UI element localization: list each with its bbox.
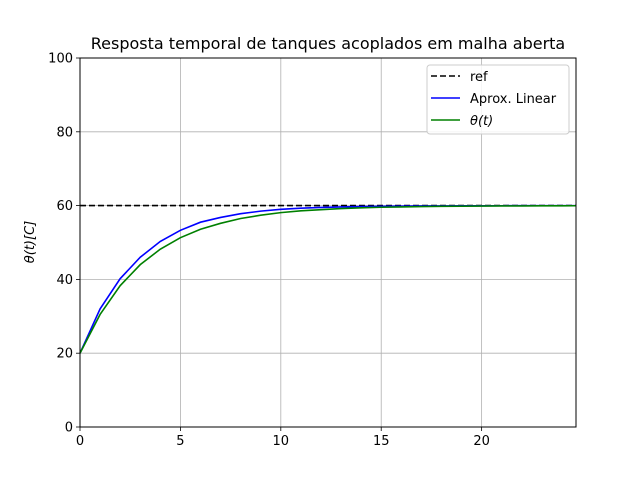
y-tick-label: 80 — [56, 125, 73, 140]
series-group — [79, 204, 577, 354]
legend-label: ref — [470, 70, 488, 85]
x-tick-label: 20 — [473, 434, 490, 449]
series-line-2 — [79, 204, 577, 354]
plot-area-frame — [79, 57, 577, 428]
legend-box — [426, 64, 570, 135]
legend: ref Aprox. Linear θ(t) — [426, 64, 570, 135]
y-tick-label: 20 — [56, 347, 73, 362]
x-tick-label: 10 — [273, 434, 290, 449]
y-axis-label: θ(t)[C] — [23, 221, 38, 263]
y-axis: 0 20 40 60 80 100 — [48, 52, 80, 436]
y-tick-label: 0 — [65, 421, 73, 436]
legend-label: Aprox. Linear — [470, 92, 557, 107]
legend-label: θ(t) — [470, 114, 493, 129]
x-tick-label: 5 — [176, 434, 184, 449]
y-tick-label: 60 — [56, 199, 73, 214]
y-tick-label: 40 — [56, 273, 73, 288]
x-tick-label: 0 — [76, 434, 84, 449]
x-axis: 0 5 10 15 20 — [76, 427, 490, 449]
chart-title: Resposta temporal de tanques acoplados e… — [91, 34, 565, 53]
y-tick-label: 100 — [48, 52, 73, 67]
x-tick-label: 15 — [373, 434, 390, 449]
